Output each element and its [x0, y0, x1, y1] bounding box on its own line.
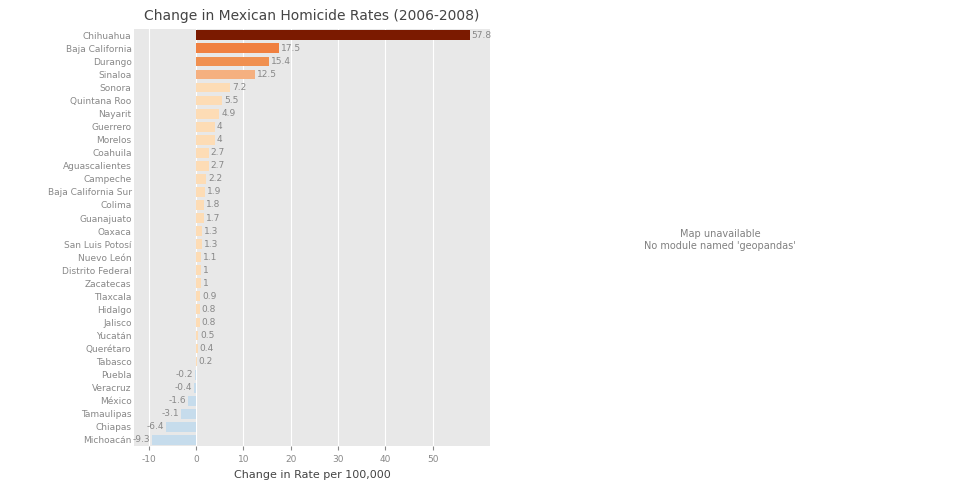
- Bar: [196, 70, 255, 79]
- Bar: [194, 383, 196, 393]
- Bar: [196, 122, 215, 132]
- Text: 5.5: 5.5: [224, 96, 238, 105]
- Text: Map unavailable
No module named 'geopandas': Map unavailable No module named 'geopand…: [644, 229, 796, 251]
- Text: 2.2: 2.2: [208, 174, 223, 183]
- Bar: [188, 396, 196, 406]
- Bar: [166, 422, 196, 432]
- Bar: [196, 135, 215, 144]
- Text: 1.1: 1.1: [204, 252, 218, 262]
- Text: -6.4: -6.4: [146, 422, 164, 432]
- Text: 12.5: 12.5: [257, 70, 277, 79]
- Text: 0.5: 0.5: [201, 331, 215, 340]
- Bar: [196, 239, 203, 249]
- Bar: [196, 57, 269, 66]
- Bar: [196, 96, 222, 106]
- Text: -1.6: -1.6: [169, 396, 186, 405]
- Text: 0.8: 0.8: [202, 305, 216, 314]
- Bar: [196, 148, 208, 157]
- Text: 7.2: 7.2: [232, 83, 246, 92]
- Bar: [196, 109, 219, 119]
- Bar: [196, 161, 208, 171]
- Text: 17.5: 17.5: [280, 44, 300, 53]
- Bar: [196, 200, 204, 210]
- Bar: [196, 44, 278, 53]
- Bar: [196, 331, 199, 340]
- Text: 1.9: 1.9: [206, 187, 221, 196]
- Bar: [196, 318, 200, 327]
- Bar: [196, 226, 203, 236]
- Bar: [196, 304, 200, 314]
- Text: 0.2: 0.2: [199, 357, 213, 366]
- Bar: [196, 83, 230, 93]
- Text: -0.4: -0.4: [175, 383, 192, 392]
- Text: 4.9: 4.9: [221, 109, 235, 118]
- Text: 1.8: 1.8: [206, 201, 221, 209]
- Text: 1: 1: [203, 266, 208, 275]
- Text: 4: 4: [217, 135, 223, 144]
- Bar: [196, 187, 205, 197]
- Text: -9.3: -9.3: [132, 435, 150, 444]
- Text: 2.7: 2.7: [210, 148, 225, 157]
- Bar: [196, 252, 202, 262]
- X-axis label: Change in Rate per 100,000: Change in Rate per 100,000: [233, 470, 391, 480]
- Bar: [196, 291, 201, 301]
- Text: 1: 1: [203, 279, 208, 288]
- Bar: [196, 278, 201, 288]
- Text: 57.8: 57.8: [471, 31, 492, 40]
- Bar: [181, 409, 196, 419]
- Text: 4: 4: [217, 122, 223, 131]
- Title: Change in Mexican Homicide Rates (2006-2008): Change in Mexican Homicide Rates (2006-2…: [144, 10, 480, 24]
- Bar: [196, 30, 469, 40]
- Bar: [196, 213, 204, 223]
- Text: 2.7: 2.7: [210, 161, 225, 170]
- Bar: [196, 174, 206, 184]
- Text: -0.2: -0.2: [176, 370, 193, 379]
- Text: 15.4: 15.4: [271, 57, 291, 66]
- Text: 0.4: 0.4: [200, 344, 214, 353]
- Text: 1.3: 1.3: [204, 240, 218, 249]
- Text: -3.1: -3.1: [162, 409, 180, 418]
- Bar: [152, 435, 196, 445]
- Text: 0.9: 0.9: [203, 292, 217, 301]
- Text: 1.7: 1.7: [205, 214, 220, 223]
- Text: 1.3: 1.3: [204, 227, 218, 236]
- Text: 0.8: 0.8: [202, 318, 216, 327]
- Bar: [196, 265, 201, 275]
- Bar: [196, 344, 198, 353]
